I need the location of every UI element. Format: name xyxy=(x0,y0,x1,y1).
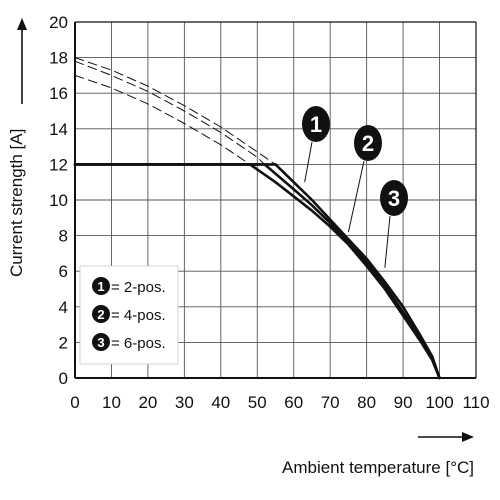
callout-badge-label-1: 1 xyxy=(310,112,322,137)
y-tick-label-18: 18 xyxy=(49,49,68,68)
y-tick-label-14: 14 xyxy=(49,120,68,139)
y-tick-label-16: 16 xyxy=(49,84,68,103)
callout-badge-2 xyxy=(354,125,382,161)
y-tick-label-2: 2 xyxy=(59,333,68,352)
x-tick-label-40: 40 xyxy=(211,393,230,412)
y-tick-label-12: 12 xyxy=(49,155,68,174)
y-axis-title: Current strength [A] xyxy=(7,129,26,277)
y-tick-label-8: 8 xyxy=(59,227,68,246)
y-tick-label-0: 0 xyxy=(59,369,68,388)
y-axis-arrowhead xyxy=(17,18,27,30)
x-tick-label-30: 30 xyxy=(175,393,194,412)
series-line-1-dashed xyxy=(74,57,276,165)
axes xyxy=(74,21,477,379)
x-axis-arrowhead xyxy=(462,432,474,442)
x-tick-label-80: 80 xyxy=(357,393,376,412)
callout-leader-1 xyxy=(304,141,313,183)
legend-badge-label-2: 2 xyxy=(97,307,104,322)
legend-badge-2 xyxy=(92,305,110,323)
legend-entry-3: = 6-pos. xyxy=(111,335,166,352)
x-tick-label-20: 20 xyxy=(138,393,157,412)
y-tick-label-6: 6 xyxy=(59,262,68,281)
legend-entry-1: = 2-pos. xyxy=(111,279,166,296)
callout-badge-3 xyxy=(380,180,408,216)
legend-entry-2: = 4-pos. xyxy=(111,307,166,324)
x-axis-title: Ambient temperature [°C] xyxy=(282,458,474,477)
y-tick-label-4: 4 xyxy=(59,298,68,317)
series-line-3-dashed xyxy=(74,74,251,165)
callout-badge-label-2: 2 xyxy=(362,131,374,156)
x-tick-label-70: 70 xyxy=(321,393,340,412)
x-tick-label-100: 100 xyxy=(425,393,453,412)
legend-badge-label-3: 3 xyxy=(97,335,104,350)
series-line-3-solid xyxy=(73,163,441,380)
legend-badge-1 xyxy=(92,277,110,295)
x-tick-label-60: 60 xyxy=(284,393,303,412)
y-tick-label-20: 20 xyxy=(49,13,68,32)
x-tick-label-0: 0 xyxy=(70,393,79,412)
x-tick-label-10: 10 xyxy=(102,393,121,412)
series-lines xyxy=(73,57,441,380)
x-tick-label-50: 50 xyxy=(248,393,267,412)
y-axis-title-group: Current strength [A] xyxy=(7,129,26,277)
callout-leader-2 xyxy=(347,160,365,233)
series-line-2-dashed xyxy=(74,60,266,165)
x-tick-label-110: 110 xyxy=(462,393,489,412)
callout-badge-label-3: 3 xyxy=(388,186,400,211)
callout-leader-3 xyxy=(384,215,391,268)
legend-badge-label-1: 1 xyxy=(97,279,104,294)
series-line-1-solid xyxy=(73,163,441,380)
tick-labels: 0 10 20 30 40 50 60 70 80 90 100 110024681012141618… xyxy=(49,13,489,412)
series-callouts: 1 2 3 xyxy=(302,106,408,268)
y-tick-label-10: 10 xyxy=(49,191,68,210)
legend: 1 = 2-pos. 2 = 4-pos. 3 = 6-pos. xyxy=(79,265,179,365)
x-tick-label-90: 90 xyxy=(394,393,413,412)
legend-badge-3 xyxy=(92,333,110,351)
callout-badge-1 xyxy=(302,106,330,142)
